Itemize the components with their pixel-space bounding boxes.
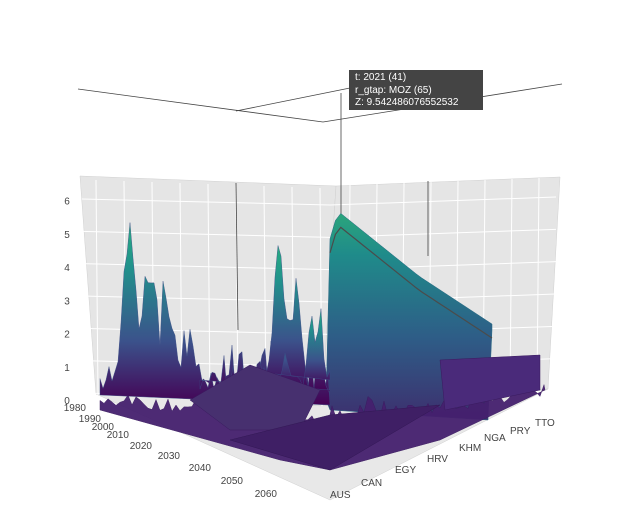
spike-line bbox=[235, 182, 239, 331]
surface-mesh[interactable] bbox=[99, 213, 546, 471]
grid-line bbox=[81, 263, 331, 271]
grid-line bbox=[329, 196, 557, 206]
grid-line bbox=[207, 183, 211, 401]
z-tick-label: 1 bbox=[64, 363, 70, 374]
z-tick-label: 5 bbox=[64, 230, 70, 241]
grid-line bbox=[81, 198, 331, 206]
surface-plate-khm[interactable] bbox=[189, 364, 321, 431]
hover-spikes bbox=[235, 181, 429, 331]
t-tick-label: 2020 bbox=[130, 441, 153, 452]
z-tick-label: 4 bbox=[64, 263, 70, 274]
t-tick-label: 2000 bbox=[92, 422, 115, 433]
tooltip-z-line: Z: 9.542486076552532 bbox=[355, 97, 459, 108]
tooltip-r-line: r_gtap: MOZ (65) bbox=[355, 84, 432, 96]
z-tick-label: 6 bbox=[64, 197, 70, 208]
z-tick-label: 2 bbox=[64, 330, 70, 341]
tooltip-t-line: t: 2021 (41) bbox=[355, 72, 407, 83]
country-tick-label: AUS bbox=[330, 490, 351, 501]
t-tick-label: 1980 bbox=[64, 403, 87, 414]
grid-line bbox=[536, 177, 540, 389]
grid-line bbox=[509, 178, 513, 391]
t-tick-label: 2060 bbox=[255, 489, 278, 500]
surface-plate-tto[interactable] bbox=[439, 354, 541, 411]
hover-tooltip: t: 2021 (41) r_gtap: MOZ (65) Z: 9.54248… bbox=[349, 70, 483, 110]
country-tick-label: CAN bbox=[361, 478, 382, 489]
t-tick-label: 1990 bbox=[79, 414, 102, 425]
frame-line bbox=[77, 88, 324, 123]
t-tick-label: 2050 bbox=[221, 476, 244, 487]
country-tick-label: NGA bbox=[484, 433, 506, 444]
country-tick-label: EGY bbox=[395, 465, 416, 476]
country-tick-label: PRY bbox=[510, 426, 531, 437]
frame-line bbox=[235, 87, 351, 112]
z-axis: 0 1 2 3 4 5 6 bbox=[64, 197, 70, 407]
grid-line bbox=[81, 230, 331, 238]
t-tick-label: 2010 bbox=[107, 430, 130, 441]
grid-line bbox=[95, 179, 99, 396]
z-tick-label: 3 bbox=[64, 296, 70, 307]
country-tick-label: HRV bbox=[427, 454, 448, 465]
surface-plate-front[interactable] bbox=[229, 404, 441, 471]
z-tick-label: 0 bbox=[64, 396, 70, 407]
surface-ridge-line bbox=[329, 226, 493, 339]
country-tick-label: KHM bbox=[459, 443, 481, 454]
t-tick-label: 2030 bbox=[158, 451, 181, 462]
t-tick-label: 2040 bbox=[189, 463, 212, 474]
country-tick-label: TTO bbox=[535, 418, 555, 429]
